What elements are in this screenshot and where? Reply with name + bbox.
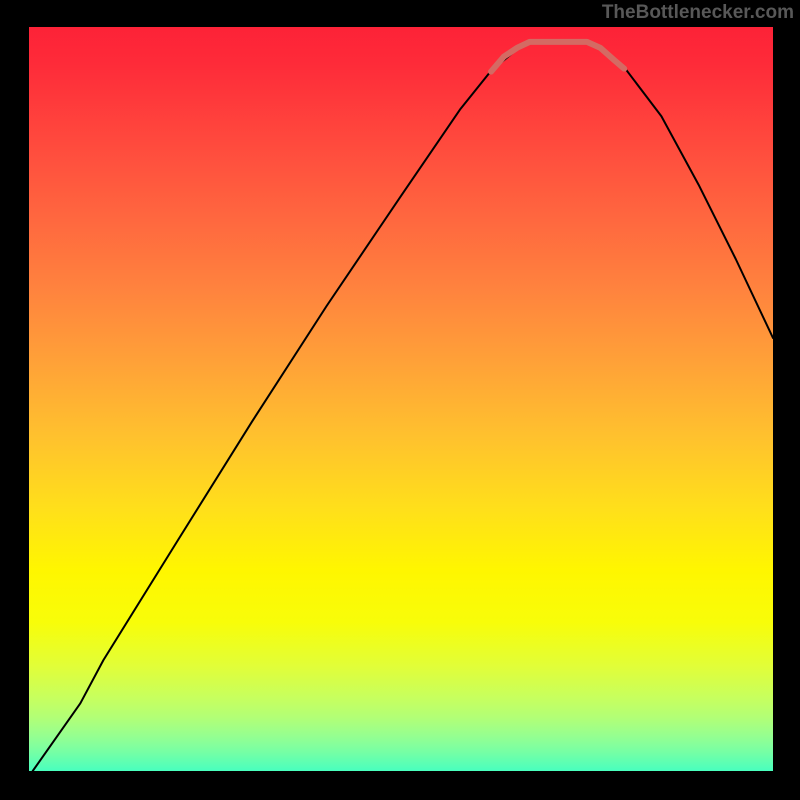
watermark-text: TheBottlenecker.com [602,2,794,24]
plot-area [29,27,773,771]
plot-svg [29,27,773,771]
chart-container: TheBottlenecker.com [0,0,800,800]
gradient-background [29,27,773,771]
